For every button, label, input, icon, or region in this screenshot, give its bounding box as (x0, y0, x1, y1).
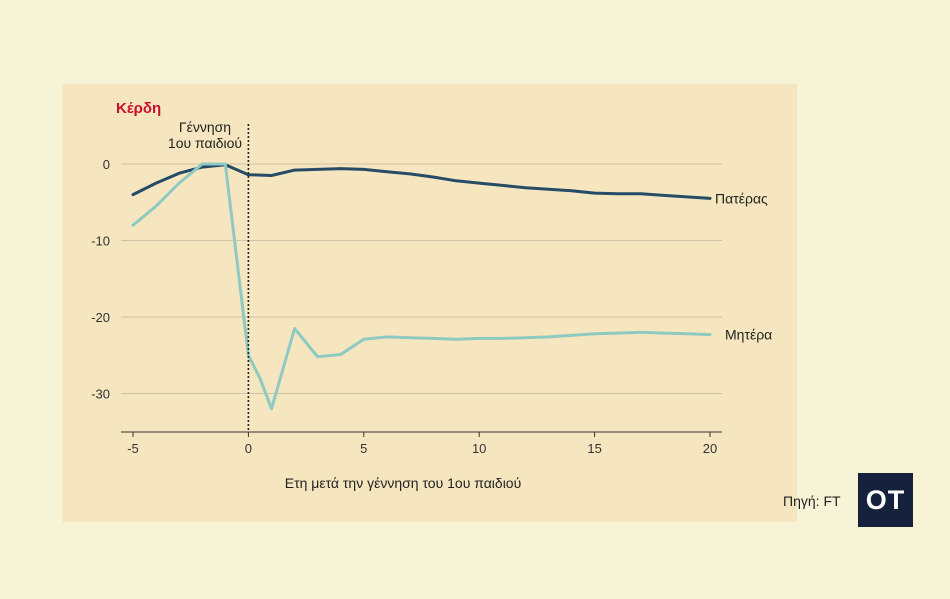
series-label: Πατέρας (715, 190, 768, 206)
series-line-2 (133, 164, 710, 409)
source-label: Πηγή: FT (783, 493, 841, 509)
y-tick-label: -30 (91, 387, 110, 402)
x-axis (121, 432, 722, 437)
y-tick-label: -10 (91, 234, 110, 249)
y-axis-label: Κέρδη (116, 100, 161, 117)
x-tick-label: 15 (587, 441, 601, 456)
birth-annotation-text: 1ου παιδιού (168, 135, 242, 151)
y-tick-label: 0 (103, 157, 110, 172)
x-tick-label: 5 (360, 441, 367, 456)
series-label: Μητέρα (725, 327, 772, 343)
x-tick-label: 10 (472, 441, 486, 456)
chart-panel: Γέννηση 1ου παιδιού 0 -10 -20 -30 -5 0 5 10 15 20 Ε… (62, 84, 797, 522)
series-lines (133, 164, 710, 409)
x-tick-label: 20 (703, 441, 717, 456)
gridlines (121, 164, 722, 394)
y-tick-label: -20 (91, 310, 110, 325)
series-line-1 (133, 165, 710, 199)
x-axis-label: Ετη μετά την γέννηση του 1ου παιδιού (285, 475, 522, 491)
birth-annotation-text: Γέννηση (179, 119, 231, 135)
ot-logo: OT (858, 473, 913, 527)
x-tick-label: 0 (245, 441, 252, 456)
x-tick-label: -5 (127, 441, 139, 456)
